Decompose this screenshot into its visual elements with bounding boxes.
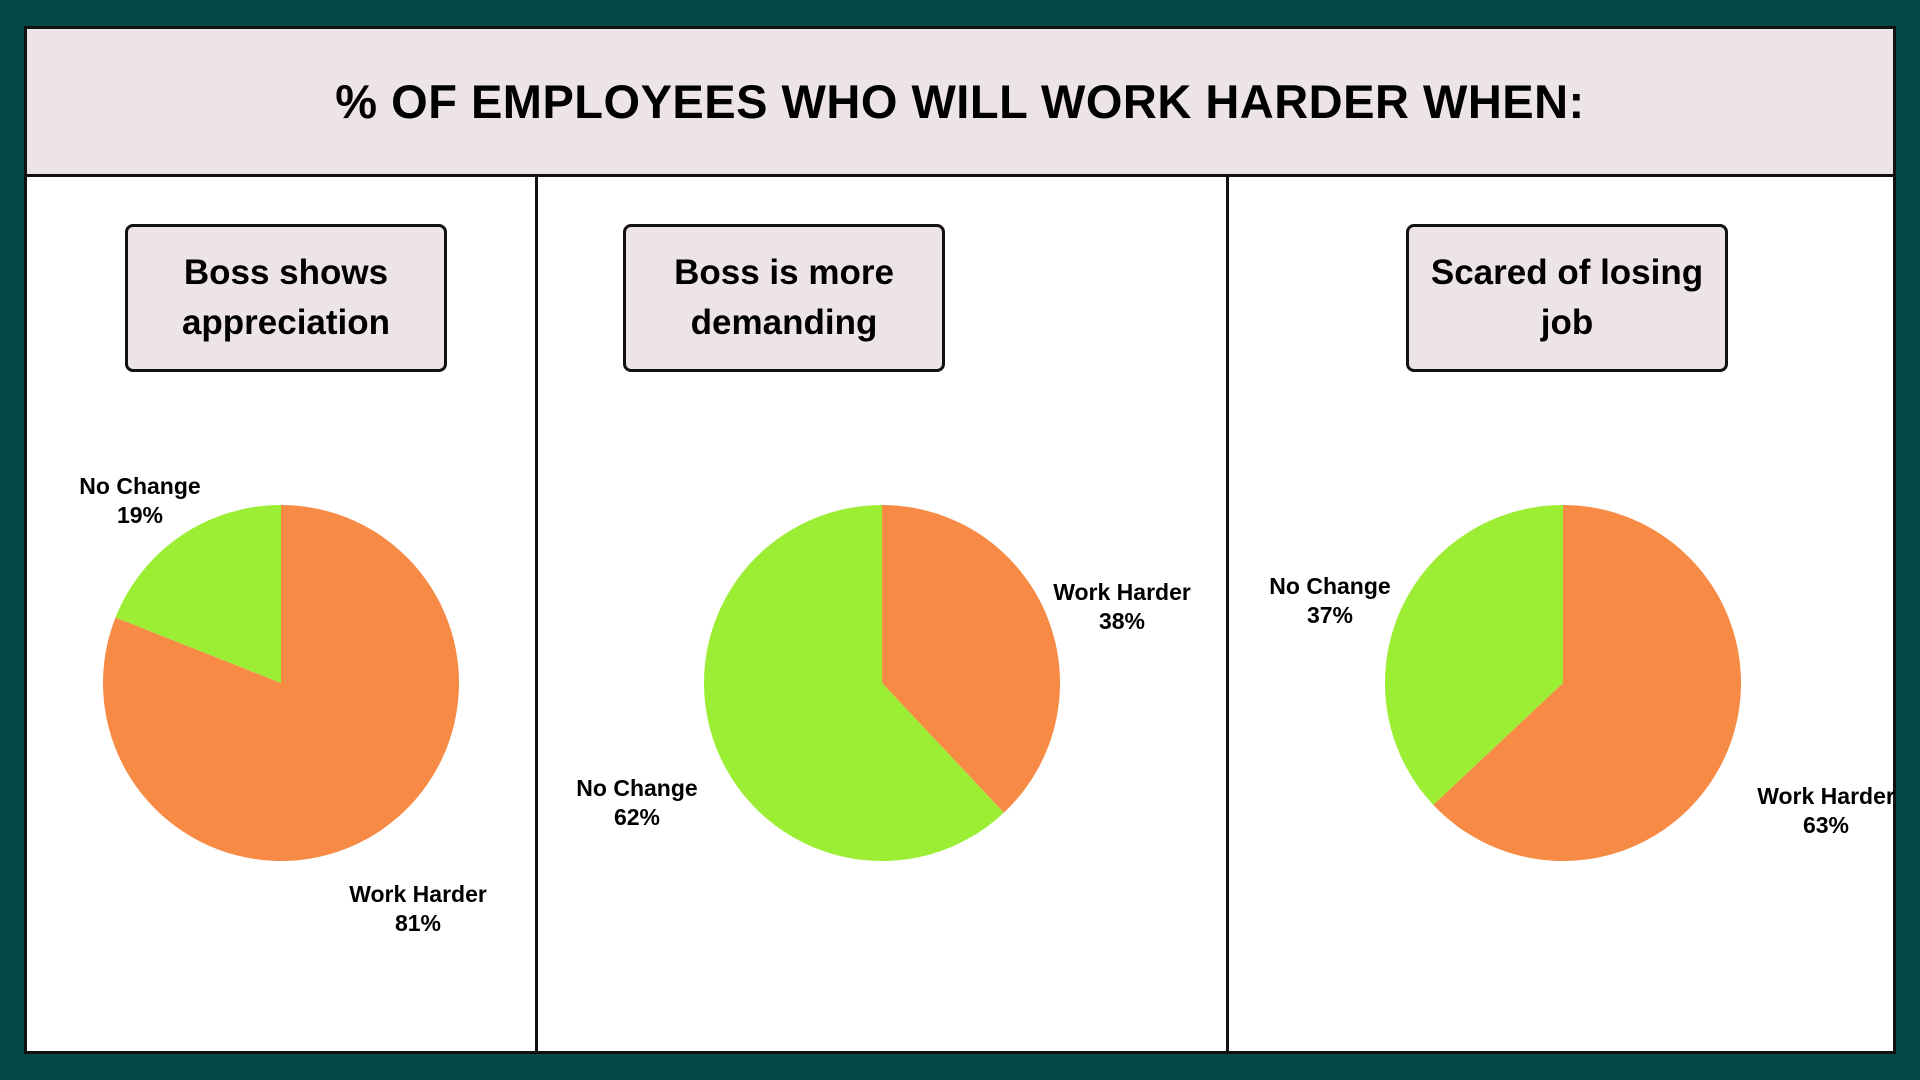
pie-slice-no-change <box>704 505 1004 861</box>
slice-label-name: No Change <box>1269 573 1391 599</box>
pie-chart <box>102 505 459 861</box>
slice-label-value: 19% <box>116 502 164 528</box>
slice-label-name: No Change <box>79 473 201 499</box>
pie-slice-work-harder <box>1433 505 1741 861</box>
slice-label-work-harder: Work Harder 38% <box>1047 578 1197 636</box>
pie-chart <box>704 505 1060 861</box>
chart-title-box: Boss is more demanding <box>623 224 945 372</box>
chart-panel-1: Boss shows appreciation No Change 19% Wo… <box>27 180 535 1054</box>
slice-label-value: 37% <box>1306 602 1354 628</box>
slice-label-value: 38% <box>1098 608 1146 634</box>
header-banner: % OF EMPLOYEES WHO WILL WORK HARDER WHEN… <box>27 29 1893 177</box>
slice-label-no-change: No Change 19% <box>77 472 203 530</box>
chart-title-box: Scared of losing job <box>1406 224 1728 372</box>
panel-divider <box>535 177 538 1054</box>
chart-panel-2: Boss is more demanding Work Harder 38% N… <box>538 180 1226 1054</box>
pie-slice-no-change <box>115 505 281 683</box>
pie-chart <box>1385 505 1741 861</box>
slice-label-name: Work Harder <box>349 881 487 907</box>
slice-label-name: Work Harder <box>1053 579 1191 605</box>
chart-title: Scared of losing job <box>1430 253 1704 342</box>
chart-title: Boss is more demanding <box>674 253 894 342</box>
slice-label-no-change: No Change 62% <box>574 774 700 832</box>
slice-label-name: Work Harder <box>1757 783 1895 809</box>
chart-panel-3: Scared of losing job No Change 37% Work … <box>1229 180 1895 1054</box>
pie-slice-no-change <box>1385 505 1563 805</box>
chart-title-box: Boss shows appreciation <box>125 224 447 372</box>
slice-label-work-harder: Work Harder 81% <box>343 880 493 938</box>
slice-label-name: No Change <box>576 775 698 801</box>
pie-slice-work-harder <box>102 505 459 861</box>
infographic-card: % OF EMPLOYEES WHO WILL WORK HARDER WHEN… <box>24 26 1896 1054</box>
slice-label-no-change: No Change 37% <box>1267 572 1393 630</box>
slice-label-work-harder: Work Harder 63% <box>1751 782 1901 840</box>
pie-slice-work-harder <box>882 505 1060 813</box>
slice-label-value: 62% <box>613 804 661 830</box>
chart-title: Boss shows appreciation <box>181 253 391 342</box>
panel-divider <box>1226 177 1229 1054</box>
page-title: % OF EMPLOYEES WHO WILL WORK HARDER WHEN… <box>335 75 1585 128</box>
slice-label-value: 63% <box>1802 812 1850 838</box>
slice-label-value: 81% <box>394 910 442 936</box>
